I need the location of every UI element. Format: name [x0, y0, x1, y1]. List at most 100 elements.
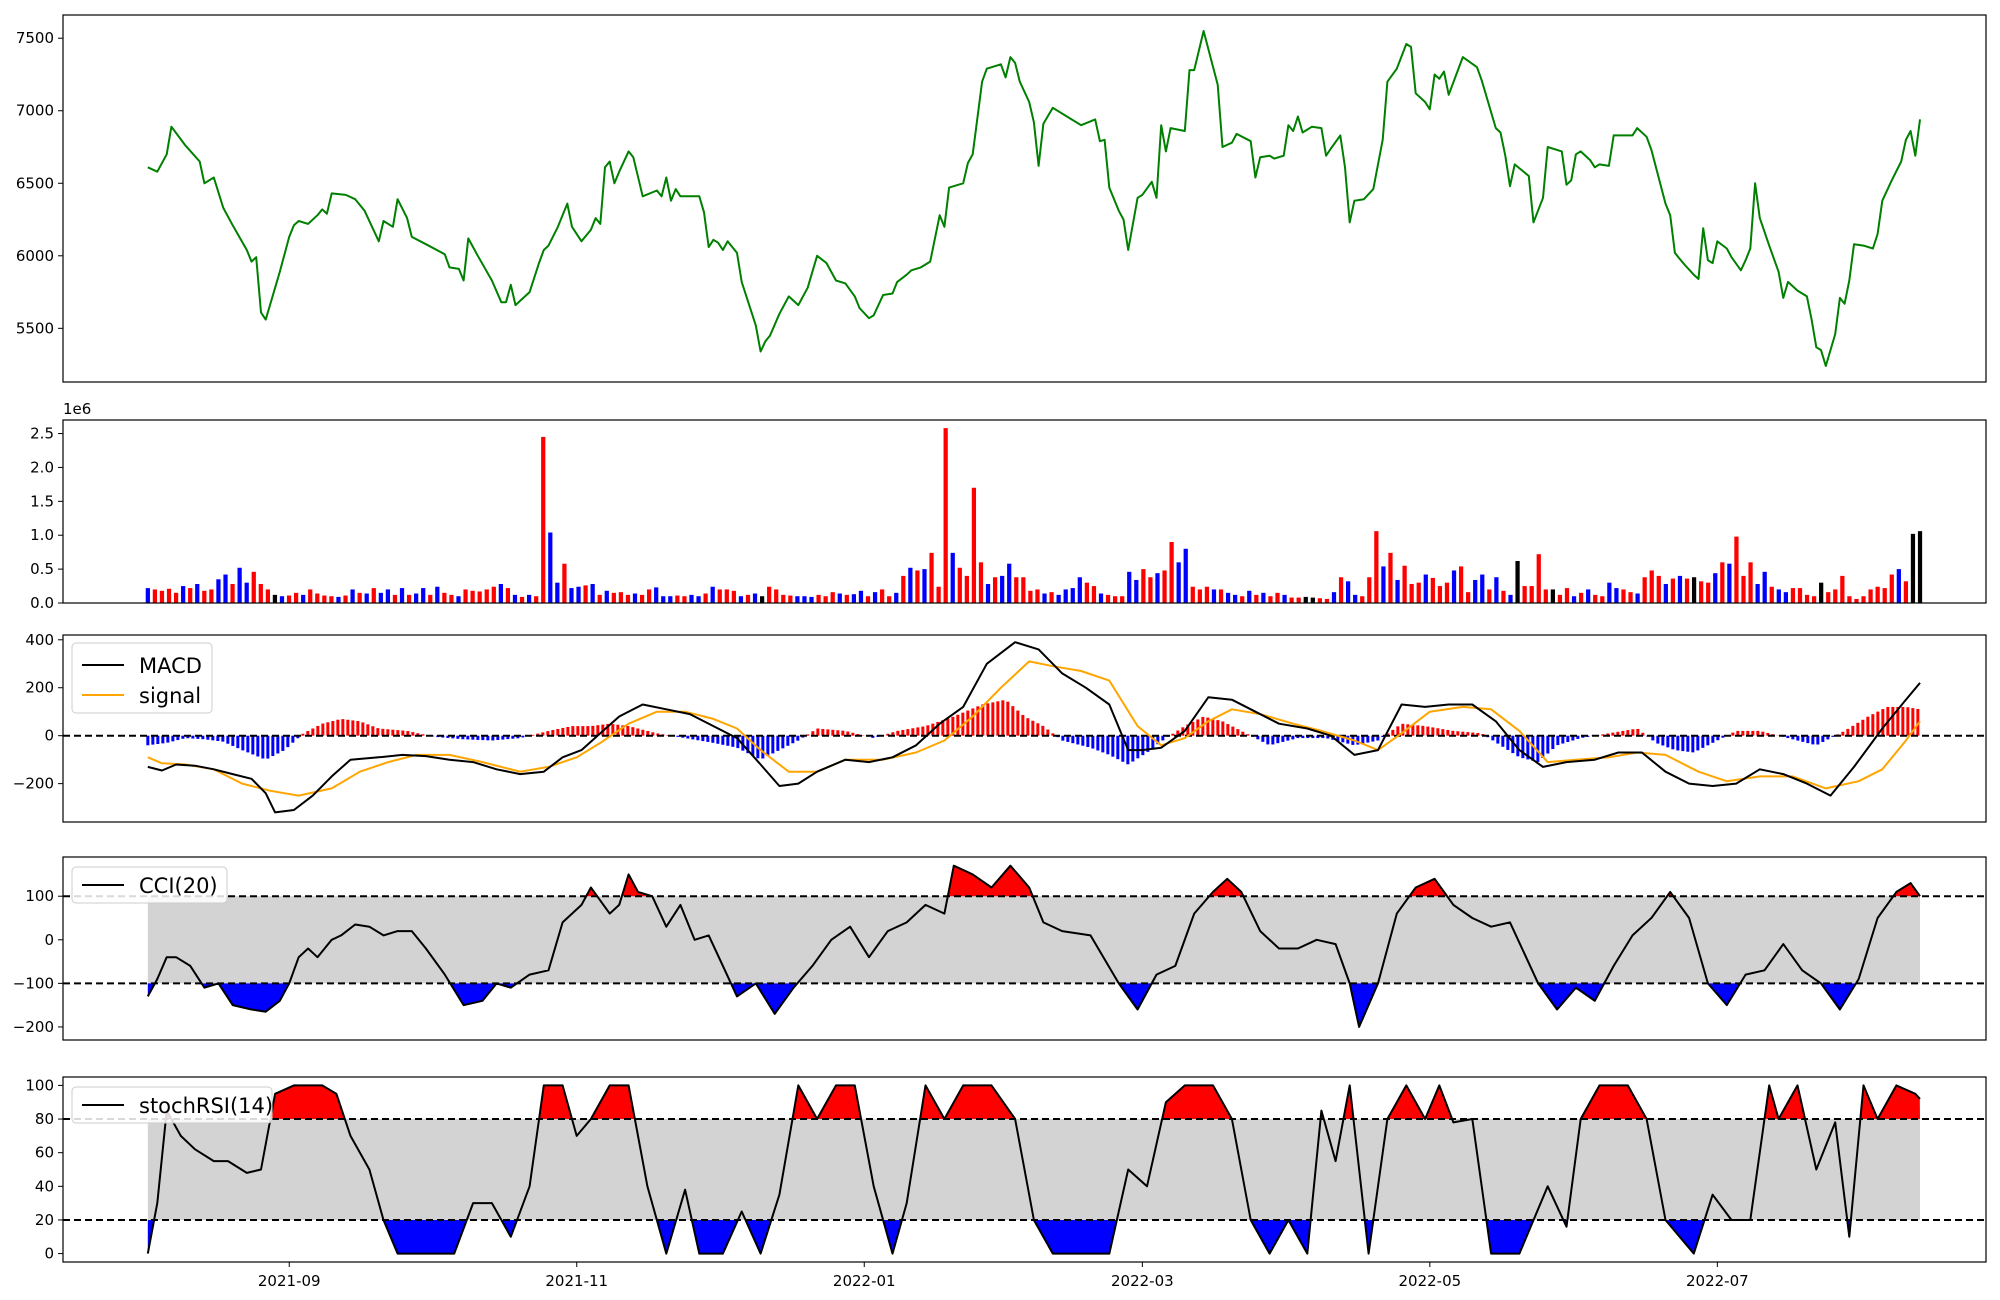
volume-bar — [1430, 577, 1435, 603]
volume-bar — [1409, 584, 1414, 603]
macd-histogram-bar — [396, 730, 400, 736]
volume-bar — [611, 592, 616, 603]
macd-histogram-bar — [236, 735, 240, 749]
macd-histogram-bar — [851, 732, 855, 736]
cci-overbought-fill — [147, 865, 1920, 897]
volume-bar — [689, 594, 694, 603]
volume-bar — [512, 594, 518, 603]
macd-histogram-bar — [946, 718, 950, 736]
macd-ytick-label: 0 — [44, 727, 54, 745]
macd-histogram-bar — [971, 708, 975, 736]
volume-bar — [1550, 589, 1555, 603]
macd-histogram-bar — [1326, 735, 1330, 739]
macd-histogram-bar — [576, 726, 580, 736]
macd-histogram-bar — [981, 704, 985, 736]
macd-histogram-bar — [656, 733, 660, 736]
volume-bar — [1684, 578, 1690, 603]
macd-histogram-bar — [1846, 728, 1850, 736]
macd-histogram-bar — [1866, 716, 1870, 736]
macd-histogram-bar — [1576, 735, 1580, 739]
volume-bar — [978, 562, 984, 603]
volume-bar — [1402, 565, 1407, 603]
volume-bar — [1388, 552, 1393, 603]
macd-histogram-bar — [521, 735, 525, 738]
macd-histogram-bar — [1151, 735, 1155, 749]
volume-bar — [1162, 570, 1167, 603]
macd-histogram-bar — [826, 729, 830, 736]
volume-bar — [399, 588, 405, 603]
macd-histogram-bar — [1281, 735, 1285, 742]
macd-histogram-bar — [1716, 735, 1720, 741]
volume-ytick-label: 2.0 — [30, 458, 54, 476]
macd-histogram-bar — [1766, 732, 1770, 736]
volume-bar — [470, 590, 475, 603]
stochrsi-panel-frame — [62, 1076, 1987, 1263]
stochrsi-ytick-label: 100 — [25, 1076, 54, 1094]
macd-histogram-bar — [611, 724, 615, 736]
macd-histogram-bar — [231, 735, 235, 746]
macd-histogram-bar — [936, 721, 940, 736]
volume-bar — [1268, 596, 1273, 603]
volume-bar — [1649, 570, 1654, 603]
macd-histogram-bar — [391, 729, 395, 736]
volume-bar — [654, 587, 659, 603]
volume-bar — [950, 552, 955, 603]
volume-bar — [1141, 569, 1146, 603]
volume-bar — [456, 596, 461, 603]
volume-bar — [265, 589, 270, 603]
macd-histogram-bar — [1626, 730, 1630, 736]
volume-bar — [173, 592, 179, 603]
macd-histogram-bar — [1061, 735, 1065, 741]
volume-bar — [887, 596, 892, 603]
volume-bar — [1098, 593, 1104, 603]
macd-histogram-bar — [1471, 732, 1475, 736]
macd-ytick-label: −200 — [13, 775, 54, 793]
volume-bar — [1557, 594, 1563, 603]
volume-bar — [1211, 589, 1217, 603]
macd-histogram-bar — [1321, 735, 1325, 739]
volume-ytick-label: 1.5 — [30, 492, 54, 510]
stochrsi-neutral-band — [147, 1119, 1921, 1220]
macd-histogram-bar — [1356, 735, 1360, 745]
macd-histogram-bar — [771, 735, 775, 754]
macd-histogram-bar — [1266, 735, 1270, 745]
macd-histogram-bar — [1731, 732, 1735, 736]
volume-bar — [1275, 592, 1280, 603]
volume-bar — [548, 532, 553, 603]
macd-histogram-bar — [871, 735, 875, 738]
macd-histogram-bar — [451, 735, 455, 739]
volume-bar — [1762, 571, 1767, 603]
volume-bar — [308, 589, 313, 603]
macd-histogram-bar — [151, 735, 155, 745]
volume-bar — [788, 595, 793, 603]
macd-histogram-bar — [1271, 735, 1275, 745]
volume-bar — [1628, 592, 1633, 603]
macd-histogram-bar — [676, 735, 680, 737]
macd-histogram-bar — [1031, 720, 1035, 736]
stochrsi-panel: 0 20 40 60 80 100 2021-09 2021-11 2022-01 2022-0… — [25, 1076, 1987, 1290]
volume-ytick-label: 0.0 — [30, 594, 54, 612]
macd-histogram-bar — [811, 731, 815, 736]
volume-bar — [943, 428, 948, 603]
macd-histogram-bar — [976, 706, 980, 736]
macd-histogram-bar — [311, 728, 315, 736]
stochrsi-line — [146, 1084, 1921, 1255]
macd-histogram-bar — [581, 726, 585, 736]
volume-bar — [371, 588, 376, 603]
signal-line — [147, 660, 1921, 797]
volume-bar — [569, 588, 574, 603]
macd-panel-frame — [62, 634, 1987, 823]
volume-bar — [1663, 584, 1668, 603]
macd-histogram-bar — [1096, 735, 1100, 751]
macd-histogram-bar — [406, 731, 410, 736]
volume-bar — [1395, 579, 1400, 603]
volume-bar — [1360, 596, 1365, 603]
cci-neutral-band — [147, 896, 1921, 984]
volume-bar — [759, 596, 765, 603]
volume-bar — [1875, 586, 1880, 603]
macd-histogram-bar — [291, 735, 295, 743]
macd-histogram-bar — [491, 735, 495, 741]
macd-histogram-bar — [446, 735, 450, 738]
cci-ytick-label: −100 — [13, 974, 54, 992]
